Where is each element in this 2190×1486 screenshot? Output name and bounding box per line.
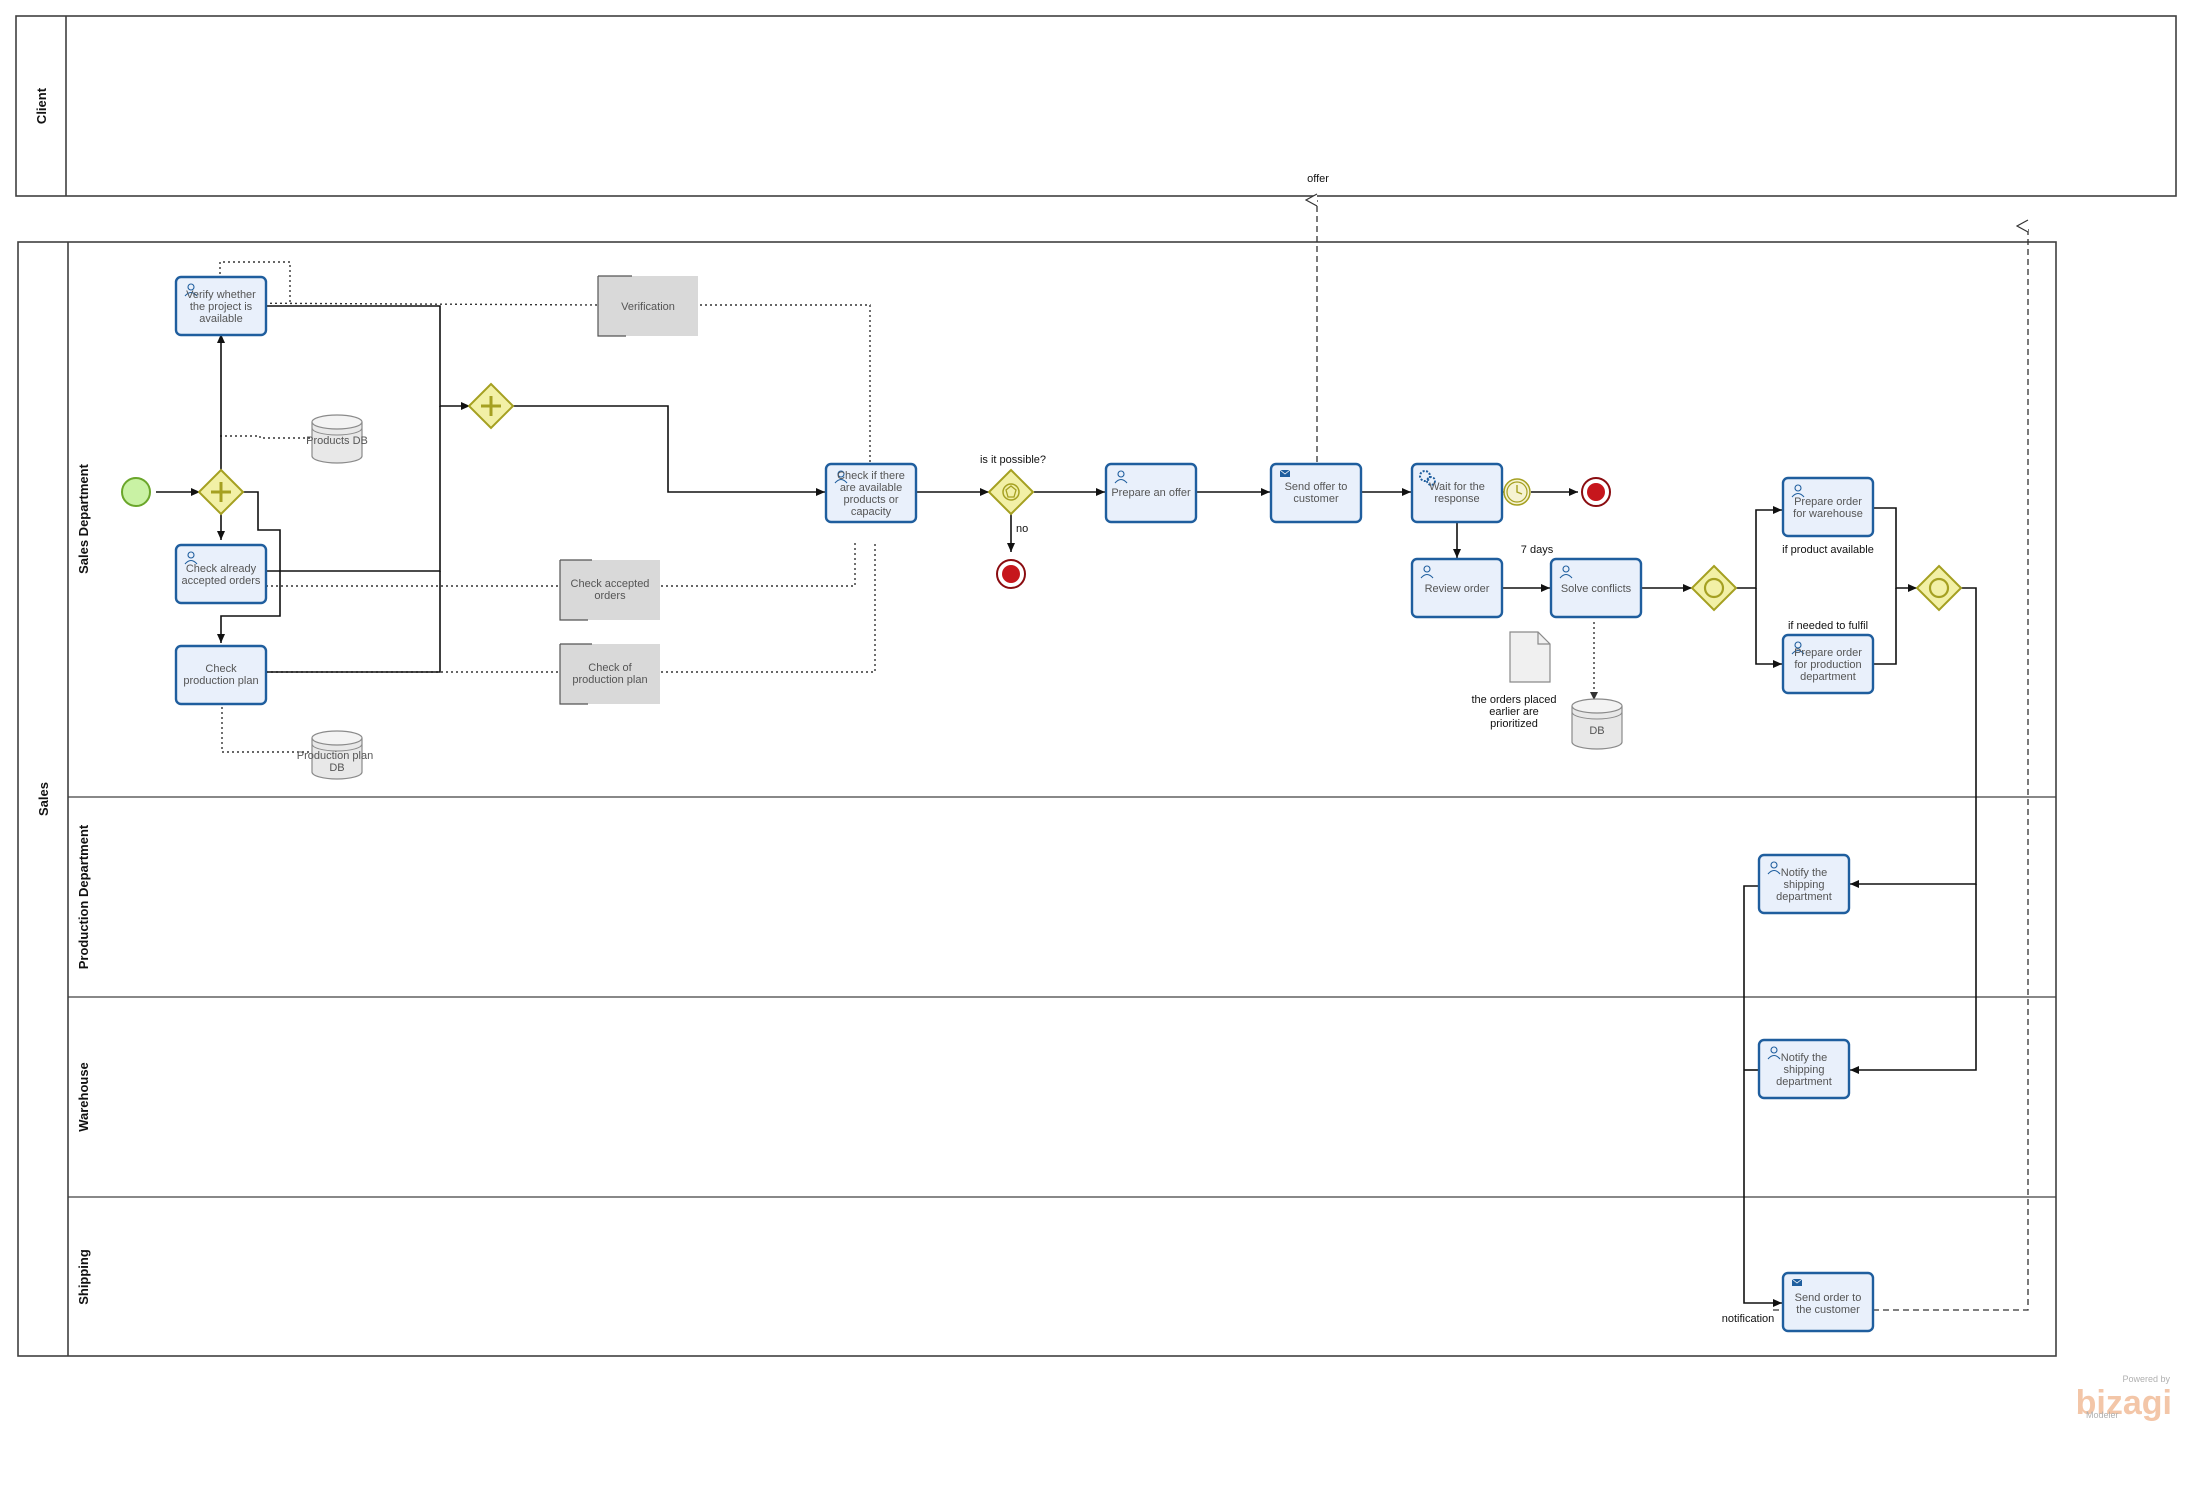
svg-text:orders: orders [594, 590, 626, 602]
svg-text:Review order: Review order [1425, 583, 1490, 595]
if-product-available-label: if product available [1782, 544, 1874, 556]
svg-text:accepted orders: accepted orders [182, 575, 261, 587]
svg-text:the customer: the customer [1796, 1304, 1860, 1316]
svg-text:Notify the: Notify the [1781, 1052, 1827, 1064]
end-event-timeout[interactable] [1581, 477, 1611, 507]
svg-text:DB: DB [329, 762, 344, 774]
svg-text:Verification: Verification [621, 301, 675, 313]
task-review-order[interactable]: Review order [1410, 557, 1504, 619]
task-verify-project-available[interactable]: Verify whether the project is available [174, 275, 268, 337]
task-send-order-to-customer[interactable]: Send order to the customer [1781, 1271, 1875, 1333]
document-annotation: the orders placed earlier are prioritize… [1472, 631, 1557, 730]
svg-text:Prepare an offer: Prepare an offer [1111, 487, 1191, 499]
task-send-offer[interactable]: Send offer to customer [1269, 462, 1363, 524]
svg-text:Check accepted: Check accepted [571, 578, 650, 590]
inclusive-gateway-split[interactable] [1690, 564, 1738, 612]
svg-text:department: department [1776, 891, 1832, 903]
svg-text:prioritized: prioritized [1490, 718, 1538, 730]
products-db-store[interactable]: Products DB [306, 414, 368, 464]
notification-label: notification [1722, 1313, 1775, 1325]
associations [219, 261, 1598, 753]
offer-label: offer [1307, 173, 1329, 185]
start-event[interactable] [121, 477, 151, 507]
task-notify-shipping-production[interactable]: Notify the shipping department [1757, 853, 1851, 915]
event-gateway-is-possible[interactable] [987, 468, 1035, 516]
svg-text:Send order to: Send order to [1795, 1292, 1862, 1304]
task-notify-shipping-warehouse[interactable]: Notify the shipping department [1757, 1038, 1851, 1100]
svg-text:for warehouse: for warehouse [1793, 508, 1863, 520]
svg-text:available: available [199, 313, 242, 325]
svg-text:Wait for the: Wait for the [1429, 481, 1485, 493]
svg-text:Modeler: Modeler [2086, 1410, 2119, 1420]
verification-box-text: Verification [621, 301, 675, 313]
svg-text:DB: DB [1589, 725, 1604, 737]
task-solve-conflicts[interactable]: Solve conflicts [1549, 557, 1643, 619]
check-accepted-orders-box[interactable]: Check accepted orders [559, 559, 660, 621]
svg-text:department: department [1800, 671, 1856, 683]
parallel-gateway-join[interactable] [467, 382, 515, 430]
seven-days-label: 7 days [1521, 544, 1554, 556]
svg-text:production plan: production plan [572, 674, 647, 686]
svg-text:shipping: shipping [1784, 1064, 1825, 1076]
task-prepare-order-warehouse[interactable]: Prepare order for warehouse [1781, 476, 1875, 538]
flow-labels: offer is it possible? no 7 days if produ… [980, 173, 1874, 1325]
svg-text:Check of: Check of [588, 662, 632, 674]
verification-box[interactable]: Verification [597, 275, 698, 337]
task-check-available-products[interactable]: Check if there are available products or… [824, 462, 918, 524]
svg-text:products or: products or [843, 494, 898, 506]
svg-text:Prepare order: Prepare order [1794, 647, 1862, 659]
svg-text:response: response [1434, 493, 1479, 505]
svg-text:Notify the: Notify the [1781, 867, 1827, 879]
svg-text:Send offer to: Send offer to [1285, 481, 1348, 493]
svg-text:the orders placed: the orders placed [1472, 694, 1557, 706]
timer-boundary-event[interactable] [1503, 478, 1531, 506]
svg-text:earlier are: earlier are [1489, 706, 1539, 718]
task-check-accepted-orders[interactable]: Check already accepted orders [174, 543, 268, 605]
db-store[interactable]: DB [1571, 698, 1623, 750]
if-needed-to-fulfil-label: if needed to fulfil [1788, 620, 1868, 632]
check-of-production-plan-box[interactable]: Check of production plan [559, 643, 660, 705]
task-prepare-order-production[interactable]: Prepare order for production department [1781, 633, 1875, 695]
client-pool[interactable]: Client [15, 15, 2177, 197]
lane-sales-department-label: Sales Department [76, 463, 91, 573]
bizagi-logo: Powered by bizagi Modeler [2076, 1374, 2172, 1422]
svg-text:Check already: Check already [186, 563, 257, 575]
sales-pool[interactable]: Sales Sales Department Production Depart… [17, 241, 2057, 1357]
svg-text:shipping: shipping [1784, 879, 1825, 891]
lane-warehouse-label: Warehouse [76, 1062, 91, 1132]
task-check-production-plan[interactable]: Check production plan [174, 644, 268, 706]
svg-text:Verify whether: Verify whether [186, 289, 256, 301]
production-plan-db-store[interactable]: Production plan DB [297, 730, 373, 780]
svg-text:Products DB: Products DB [306, 435, 368, 447]
sales-pool-label: Sales [36, 782, 51, 816]
svg-text:Prepare order: Prepare order [1794, 496, 1862, 508]
task-prepare-offer[interactable]: Prepare an offer [1104, 462, 1198, 524]
task-wait-for-response[interactable]: Wait for the response [1410, 462, 1504, 524]
svg-text:Solve conflicts: Solve conflicts [1561, 583, 1632, 595]
svg-text:Check: Check [205, 663, 237, 675]
sequence-flows [156, 305, 1977, 1307]
svg-text:production plan: production plan [183, 675, 258, 687]
no-label: no [1016, 523, 1028, 535]
svg-text:customer: customer [1293, 493, 1339, 505]
lane-shipping-label: Shipping [76, 1249, 91, 1305]
svg-text:bizagi: bizagi [2076, 1384, 2172, 1422]
svg-text:the project is: the project is [190, 301, 253, 313]
svg-text:Production plan: Production plan [297, 750, 373, 762]
client-pool-label: Client [34, 87, 49, 124]
svg-text:are available: are available [840, 482, 902, 494]
end-event-not-possible[interactable] [996, 559, 1026, 589]
lane-production-department-label: Production Department [76, 824, 91, 969]
svg-text:Powered by: Powered by [2122, 1374, 2170, 1384]
parallel-gateway-split[interactable] [197, 468, 245, 516]
svg-text:Check if there: Check if there [837, 470, 905, 482]
svg-text:department: department [1776, 1076, 1832, 1088]
svg-text:capacity: capacity [851, 506, 892, 518]
inclusive-gateway-join[interactable] [1915, 564, 1963, 612]
is-possible-label: is it possible? [980, 454, 1046, 466]
svg-text:for production: for production [1794, 659, 1861, 671]
